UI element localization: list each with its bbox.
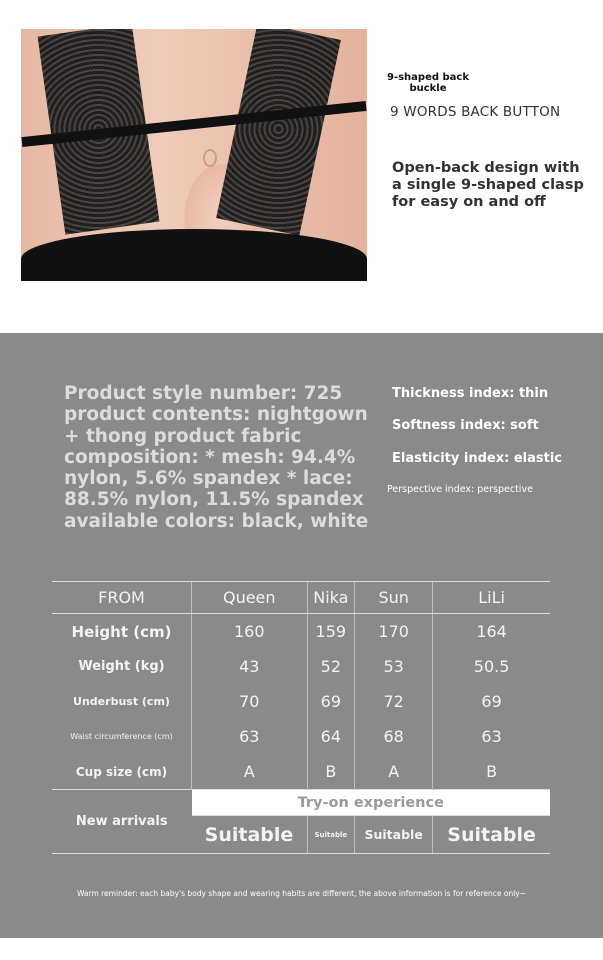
product-back-photo — [21, 29, 367, 281]
row-label: Cup size (cm) — [75, 764, 168, 779]
table-row: Underbust (cm) 70 69 72 69 — [52, 684, 550, 719]
feature-label-en: 9 WORDS BACK BUTTON — [390, 104, 561, 120]
cell: 63 — [191, 719, 307, 754]
table-row: Weight (kg) 43 52 53 50.5 — [52, 649, 550, 684]
cell: 164 — [432, 613, 550, 649]
cell: 50.5 — [432, 649, 550, 684]
table-header: FROM Queen Nika Sun LiLi — [52, 581, 550, 614]
cell: B — [306, 754, 355, 790]
cell: B — [432, 754, 550, 790]
feature-description: Open-back design with a single 9-shaped … — [392, 160, 584, 210]
row-label: Underbust (cm) — [73, 695, 170, 708]
header-cell: FROM — [52, 581, 192, 614]
tryon-row: New arrivals Try-on experience — [52, 789, 550, 854]
cell: A — [191, 754, 307, 790]
warm-reminder: Warm reminder: each baby's body shape an… — [76, 889, 527, 898]
size-table: FROM Queen Nika Sun LiLi Height (cm) 160 1… — [52, 581, 550, 854]
new-arrivals-label: New arrivals — [52, 789, 192, 854]
cell: 70 — [191, 684, 307, 719]
cell: A — [354, 754, 433, 790]
elasticity-index: Elasticity index: elastic — [392, 451, 562, 466]
cell: 52 — [306, 649, 355, 684]
table-row: Height (cm) 160 159 170 164 — [52, 613, 550, 649]
header-cell: Sun — [354, 581, 433, 614]
tryon-values-row: Suitable Suitable Suitable Suitable — [52, 815, 550, 854]
tryon-title: Try-on experience — [191, 789, 550, 816]
cell: 159 — [306, 613, 355, 649]
perspective-index: Perspective index: perspective — [387, 484, 533, 495]
row-label: Waist circumference (cm) — [70, 732, 173, 741]
softness-index: Softness index: soft — [392, 418, 539, 433]
thickness-index: Thickness index: thin — [392, 386, 549, 401]
cell: 69 — [432, 684, 550, 719]
row-label: Weight (kg) — [78, 659, 165, 674]
cell: 63 — [432, 719, 550, 754]
table-row: Waist circumference (cm) 63 64 68 63 — [52, 719, 550, 754]
cell: 43 — [191, 649, 307, 684]
cell: 69 — [306, 684, 355, 719]
feature-label: 9-shaped back buckle — [387, 72, 469, 94]
tryon-cell: Suitable — [432, 815, 550, 854]
header-cell: Queen — [191, 581, 307, 614]
cell: 170 — [354, 613, 433, 649]
table-row: Cup size (cm) A B A B — [52, 754, 550, 790]
header-cell: LiLi — [432, 581, 550, 614]
cell: 72 — [354, 684, 433, 719]
tryon-cell: Suitable — [191, 815, 307, 854]
tryon-cell: Suitable — [354, 815, 433, 854]
tryon-cell: Suitable — [306, 815, 355, 854]
cell: 64 — [306, 719, 355, 754]
header-cell: Nika — [306, 581, 355, 614]
cell: 53 — [354, 649, 433, 684]
cell: 160 — [191, 613, 307, 649]
row-label: Height (cm) — [71, 622, 172, 641]
product-specs: Product style number: 725 product conten… — [64, 383, 369, 532]
cell: 68 — [354, 719, 433, 754]
